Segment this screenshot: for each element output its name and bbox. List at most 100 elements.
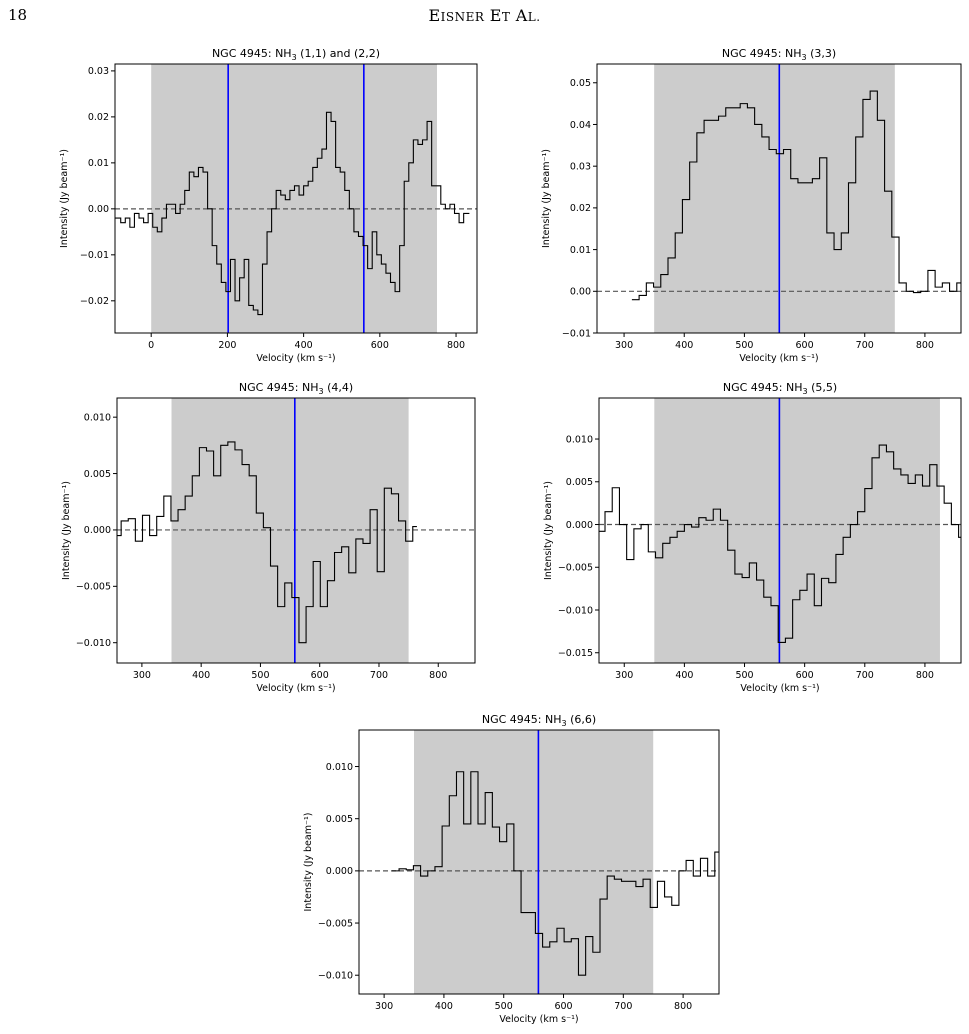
axes-frame bbox=[596, 63, 962, 334]
x-axis-label: Velocity (km s⁻¹) bbox=[740, 683, 819, 694]
x-tick-label: 800 bbox=[916, 670, 934, 681]
x-tick-label: 200 bbox=[218, 340, 236, 351]
x-tick-label: 700 bbox=[856, 670, 874, 681]
x-tick-label: 400 bbox=[295, 340, 313, 351]
x-tick-label: 0 bbox=[148, 340, 154, 351]
running-head: EISNER ET AL. bbox=[428, 6, 541, 25]
shaded-region bbox=[151, 64, 437, 333]
y-axis-label: Intensity (Jy beam⁻¹) bbox=[61, 481, 72, 580]
x-tick-label: 400 bbox=[675, 670, 693, 681]
y-tick-label: −0.005 bbox=[318, 918, 353, 929]
x-tick-label: 600 bbox=[311, 670, 329, 681]
chart-title: NGC 4945: NH3 (6,6) bbox=[482, 713, 596, 728]
shaded-region bbox=[414, 730, 654, 994]
shaded-region bbox=[654, 398, 940, 663]
x-tick-label: 500 bbox=[251, 670, 269, 681]
y-tick-label: 0.02 bbox=[570, 203, 591, 214]
title-text: (6,6) bbox=[567, 713, 597, 726]
plot-area bbox=[115, 64, 477, 333]
y-tick-label: 0.03 bbox=[570, 161, 591, 172]
title-text: NGC 4945: NH bbox=[723, 381, 803, 394]
spectrum-line bbox=[117, 441, 417, 644]
spectrum-line bbox=[391, 771, 719, 976]
x-tick-label: 500 bbox=[735, 670, 753, 681]
plot-area bbox=[117, 398, 475, 663]
x-tick-label: 300 bbox=[375, 1001, 393, 1012]
title-text: NGC 4945: NH bbox=[482, 713, 562, 726]
y-tick-label: 0.010 bbox=[566, 434, 593, 445]
chart-title: NGC 4945: NH3 (1,1) and (2,2) bbox=[212, 47, 380, 62]
y-axis-label: Intensity (Jy beam⁻¹) bbox=[541, 149, 552, 248]
axes-frame bbox=[598, 397, 962, 664]
y-tick-label: 0.010 bbox=[84, 412, 111, 423]
chart-title: NGC 4945: NH3 (4,4) bbox=[239, 381, 353, 396]
x-tick-label: 300 bbox=[615, 670, 633, 681]
plot-area bbox=[599, 398, 961, 663]
chart-panel-5: 300 400 500 600 700 800 −0.010 −0.005 0.000 0.005… bbox=[303, 713, 720, 1025]
x-tick-label: 800 bbox=[447, 340, 465, 351]
x-tick-label: 700 bbox=[856, 340, 874, 351]
y-tick-label: 0.000 bbox=[566, 520, 593, 531]
y-tick-label: 0.00 bbox=[570, 287, 591, 298]
y-tick-label: 0.000 bbox=[84, 525, 111, 536]
x-tick-label: 500 bbox=[495, 1001, 513, 1012]
x-tick-label: 700 bbox=[370, 670, 388, 681]
shaded-region bbox=[654, 64, 895, 333]
x-tick-label: 600 bbox=[796, 670, 814, 681]
chart-panel-2: 300 400 500 600 700 800 −0.01 0.00 0.01 0.02 0.03 0… bbox=[541, 47, 962, 364]
x-tick-label: 600 bbox=[554, 1001, 572, 1012]
chart-title: NGC 4945: NH3 (5,5) bbox=[723, 381, 837, 396]
chart-panel-1: 0 200 400 600 800 −0.02 −0.01 0.00 0.01 0.02 0.03 N… bbox=[59, 47, 478, 364]
axes-frame bbox=[358, 729, 720, 995]
y-axis-label: Intensity (Jy beam⁻¹) bbox=[59, 149, 70, 248]
y-axis-label: Intensity (Jy beam⁻¹) bbox=[543, 481, 554, 580]
title-text: (3,3) bbox=[807, 47, 837, 60]
y-tick-label: 0.010 bbox=[326, 762, 353, 773]
chart-panel-4: 300 400 500 600 700 800 −0.015 −0.010 −0.005 0.00… bbox=[543, 381, 962, 694]
x-tick-label: 300 bbox=[615, 340, 633, 351]
y-tick-label: −0.010 bbox=[76, 638, 111, 649]
title-text: (4,4) bbox=[324, 381, 354, 394]
x-tick-label: 600 bbox=[371, 340, 389, 351]
title-subscript: 3 bbox=[292, 53, 297, 62]
x-axis-label: Velocity (km s⁻¹) bbox=[739, 353, 818, 364]
x-tick-label: 400 bbox=[675, 340, 693, 351]
title-text: NGC 4945: NH bbox=[212, 47, 292, 60]
spectrum-line bbox=[599, 444, 961, 644]
chart-title: NGC 4945: NH3 (3,3) bbox=[722, 47, 836, 62]
y-tick-label: 0.01 bbox=[570, 245, 591, 256]
x-axis-label: Velocity (km s⁻¹) bbox=[499, 1014, 578, 1025]
y-tick-label: 0.005 bbox=[84, 469, 111, 480]
title-subscript: 3 bbox=[561, 719, 566, 728]
x-tick-label: 300 bbox=[133, 670, 151, 681]
y-tick-label: 0.005 bbox=[566, 477, 593, 488]
y-tick-label: −0.01 bbox=[80, 250, 109, 261]
y-tick-label: 0.04 bbox=[570, 120, 591, 131]
x-tick-label: 700 bbox=[614, 1001, 632, 1012]
y-tick-label: −0.015 bbox=[558, 648, 593, 659]
title-subscript: 3 bbox=[801, 53, 806, 62]
y-tick-label: 0.03 bbox=[88, 66, 109, 77]
y-tick-label: 0.00 bbox=[88, 204, 109, 215]
y-tick-label: 0.05 bbox=[570, 78, 591, 89]
x-axis-label: Velocity (km s⁻¹) bbox=[256, 683, 335, 694]
x-tick-label: 800 bbox=[674, 1001, 692, 1012]
page-number: 18 bbox=[8, 6, 28, 24]
chart-panel-3: 300 400 500 600 700 800 −0.010 −0.005 0.000 0.005… bbox=[61, 381, 476, 694]
x-tick-label: 600 bbox=[795, 340, 813, 351]
y-tick-label: −0.01 bbox=[562, 328, 591, 339]
title-text: NGC 4945: NH bbox=[239, 381, 319, 394]
y-tick-label: −0.010 bbox=[318, 971, 353, 982]
plot-area bbox=[597, 64, 961, 333]
axes-frame bbox=[114, 63, 478, 334]
title-text: (1,1) and (2,2) bbox=[297, 47, 380, 60]
y-tick-label: 0.005 bbox=[326, 814, 353, 825]
x-tick-label: 800 bbox=[429, 670, 447, 681]
spectrum-line bbox=[115, 111, 470, 316]
x-tick-label: 800 bbox=[916, 340, 934, 351]
y-tick-label: −0.005 bbox=[76, 582, 111, 593]
y-tick-label: −0.005 bbox=[558, 563, 593, 574]
title-subscript: 3 bbox=[318, 387, 323, 396]
title-text: NGC 4945: NH bbox=[722, 47, 802, 60]
